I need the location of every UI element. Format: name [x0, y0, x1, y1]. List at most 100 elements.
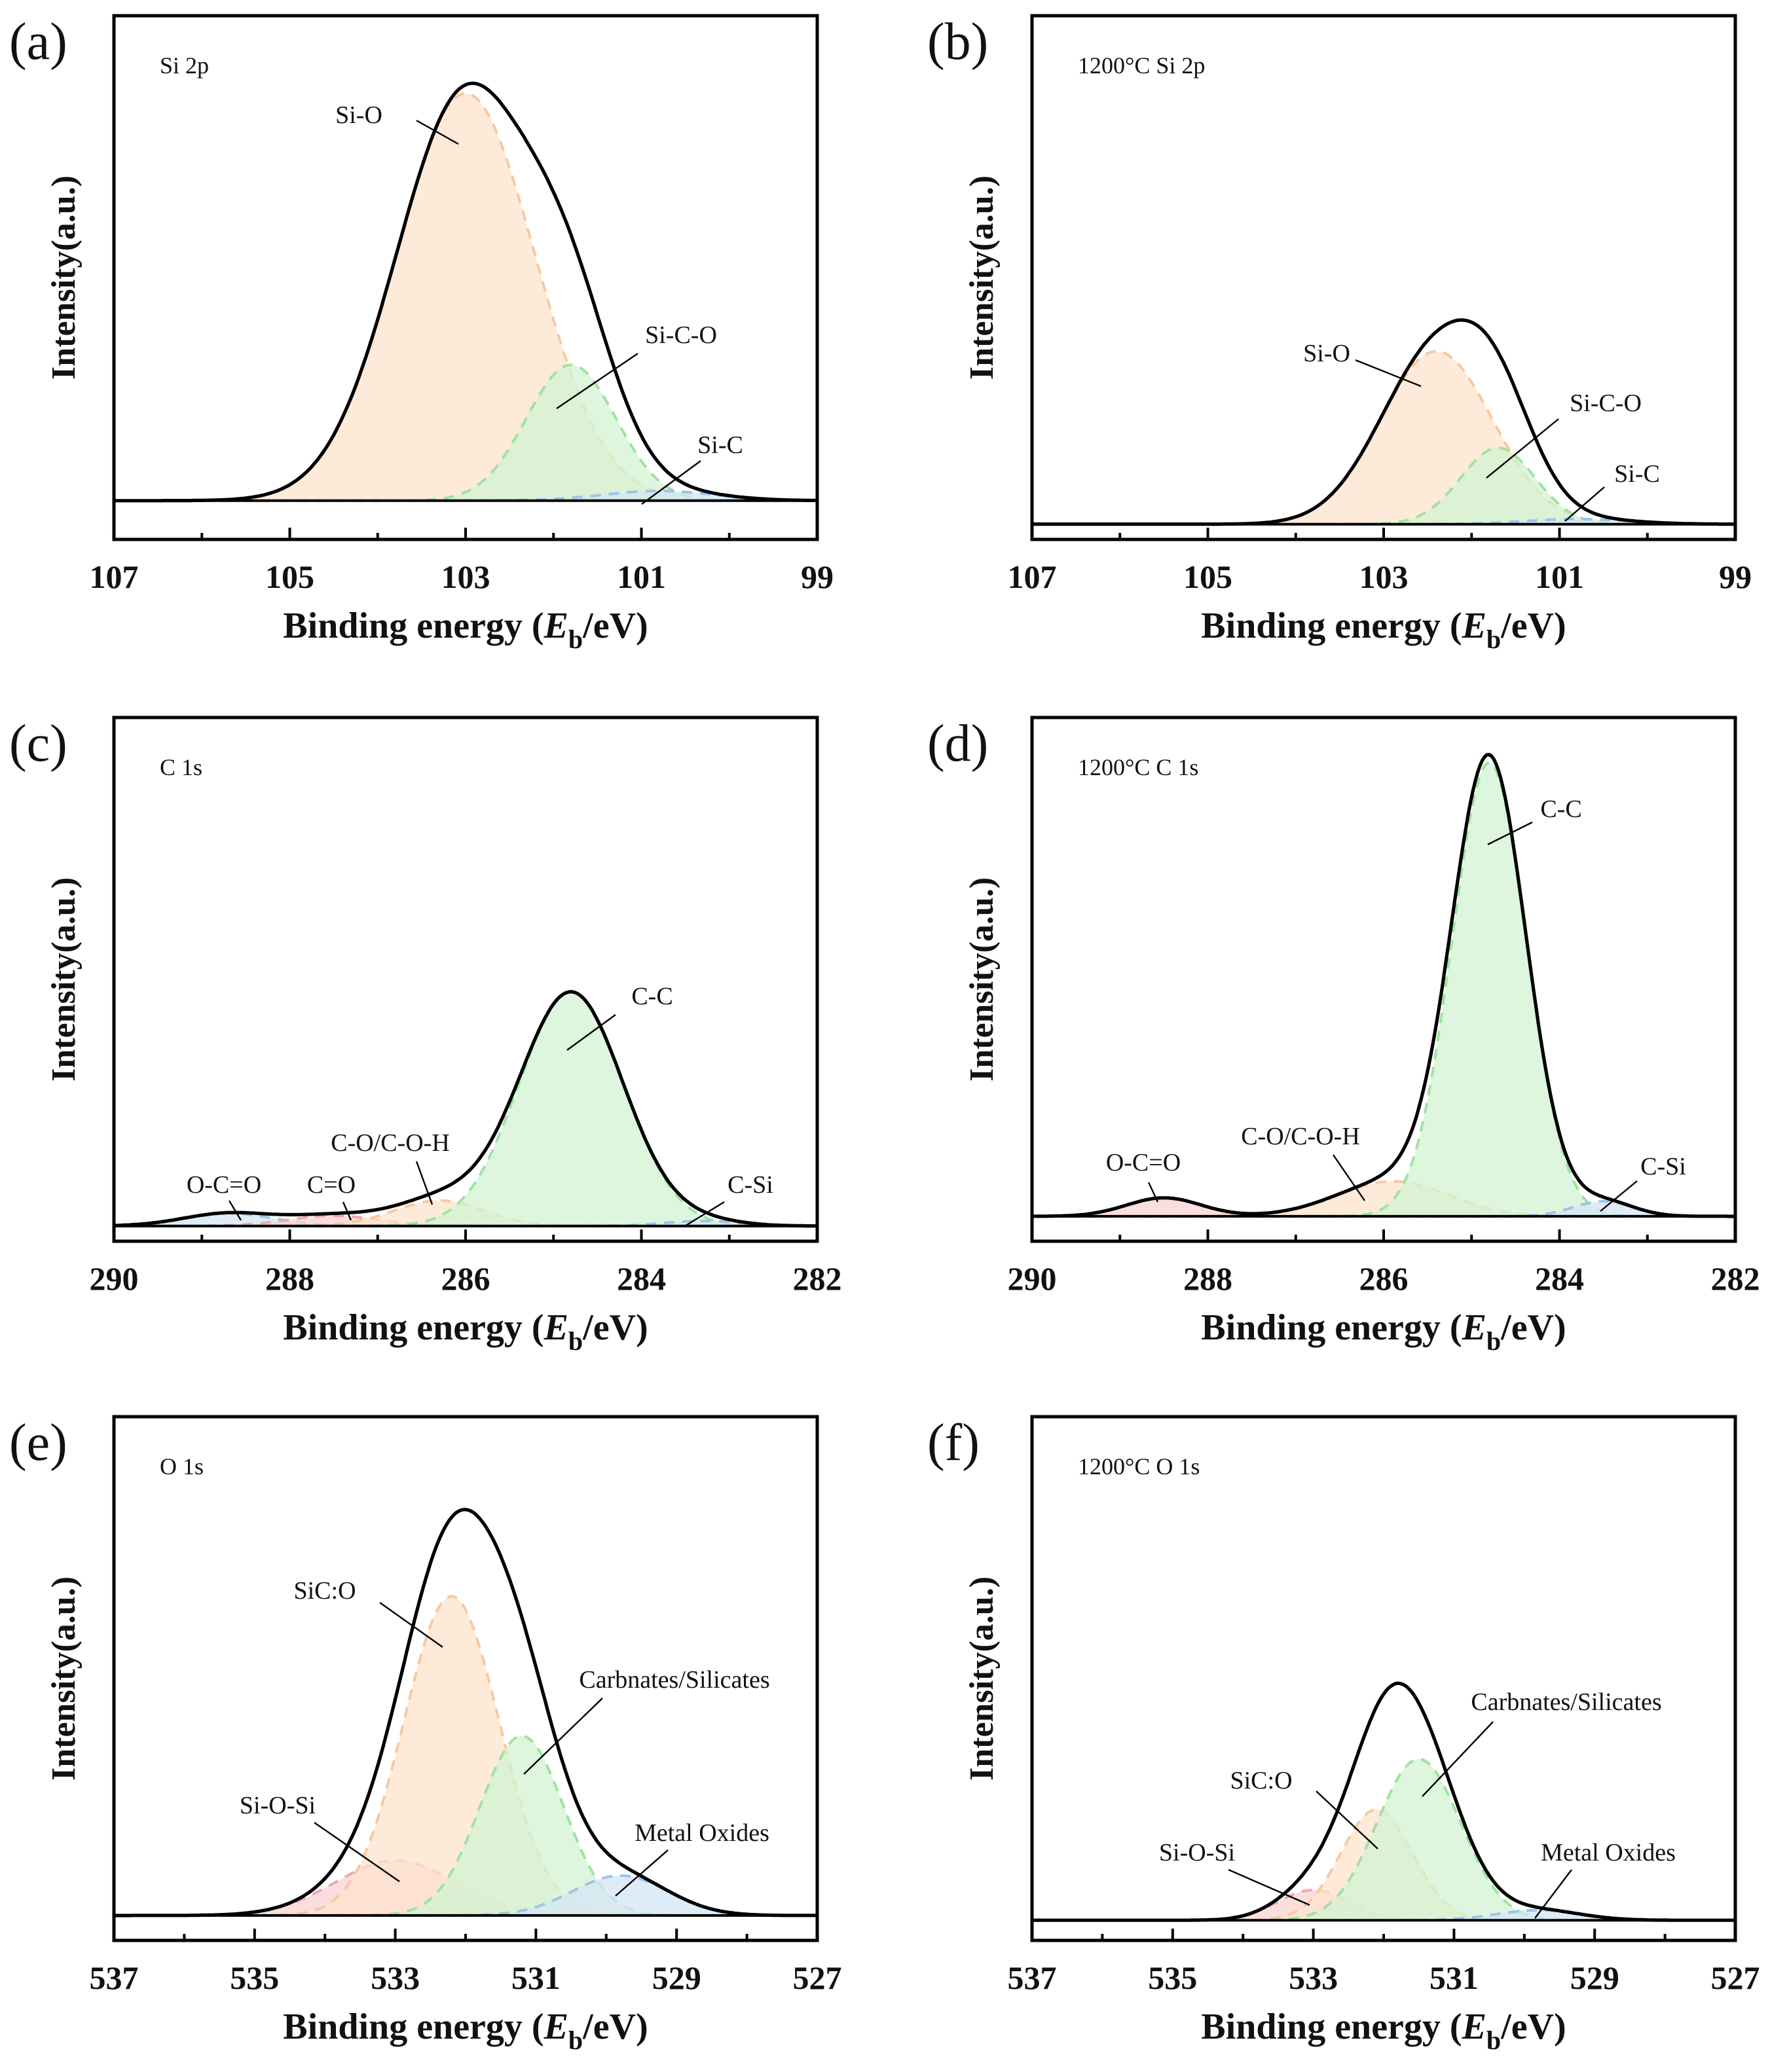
peak-annotation: Metal Oxides — [635, 1819, 769, 1847]
x-tick-label: 99 — [801, 558, 834, 595]
x-tick-label: 533 — [371, 1959, 420, 1996]
panel-label: (a) — [9, 13, 67, 71]
component-fill-2 — [114, 491, 817, 501]
x-label-symbol: E — [1462, 1307, 1486, 1348]
panel-title: 1200°C Si 2p — [1078, 52, 1205, 79]
panel-label: (d) — [927, 715, 988, 772]
x-tick-label: 529 — [1570, 1959, 1619, 1996]
peak-annotation: Si-O-Si — [240, 1792, 316, 1819]
x-tick-label: 537 — [1008, 1959, 1057, 1996]
x-label-text: Binding energy ( — [1201, 606, 1462, 646]
annotation-leader — [314, 1822, 400, 1882]
component-fill-0 — [1032, 1197, 1735, 1216]
panel-b: 107 105 103 101 99 Binding energy (Eb/eV) Inte… — [927, 13, 1752, 654]
peak-annotation: C-Si — [728, 1171, 773, 1199]
component-fill-1 — [114, 1216, 817, 1226]
x-tick-label: 527 — [793, 1959, 842, 1996]
component-curve-2 — [1032, 761, 1735, 1218]
x-tick-label: 535 — [230, 1959, 279, 1996]
annotation-leader — [1422, 1721, 1494, 1797]
x-label-symbol: E — [544, 1307, 568, 1348]
annotation-leader — [1600, 1180, 1638, 1212]
peak-annotation: C-Si — [1640, 1153, 1686, 1180]
component-fill-0 — [114, 93, 817, 501]
annotation-leader — [566, 1014, 616, 1051]
y-axis-label: Intensity(a.u.) — [963, 1576, 1001, 1781]
component-fill-0 — [1032, 351, 1735, 524]
peak-annotation: SiC:O — [1230, 1767, 1292, 1794]
envelope-curve — [1032, 318, 1735, 526]
panel-c: 290 288 286 284 282 Binding energy (Eb/eV) Int… — [9, 715, 842, 1356]
x-tick-label: 290 — [90, 1260, 139, 1297]
x-tick-label: 105 — [265, 558, 314, 595]
annotation-leader — [416, 119, 459, 145]
x-label-subscript: b — [1486, 625, 1501, 654]
peak-annotation: Si-C-O — [645, 321, 717, 349]
panel-e: 537 535 533 531 529 527 Binding energy (Eb/eV)… — [9, 1414, 842, 2055]
annotation-leader — [379, 1602, 443, 1648]
x-tick-label: 290 — [1008, 1260, 1057, 1297]
x-label-unit: /eV) — [582, 606, 648, 646]
panel-f: 537 535 533 531 529 527 Binding energy (Eb/eV)… — [927, 1414, 1760, 2055]
annotation-leader — [228, 1200, 242, 1221]
panel-d: 290 288 286 284 282 Binding energy (Eb/eV) Int… — [927, 715, 1760, 1356]
panel-title: O 1s — [160, 1453, 204, 1480]
x-tick-label: 286 — [441, 1260, 490, 1297]
x-label-subscript: b — [568, 625, 583, 654]
peak-annotation: C=O — [307, 1171, 356, 1199]
component-fill-2 — [1032, 762, 1735, 1216]
annotation-leader — [1333, 1154, 1365, 1201]
x-axis-label: Binding energy (Eb/eV) — [1201, 606, 1566, 654]
component-fill-2 — [114, 1736, 817, 1916]
x-tick-label: 286 — [1359, 1260, 1409, 1297]
x-tick-label: 101 — [1535, 558, 1584, 595]
annotation-leader — [1534, 1869, 1572, 1919]
y-axis-label: Intensity(a.u.) — [963, 877, 1001, 1081]
annotation-leader — [1564, 486, 1605, 522]
panel-label: (b) — [927, 13, 988, 71]
x-label-subscript: b — [568, 1326, 583, 1356]
x-tick-label: 103 — [1359, 558, 1409, 595]
x-label-subscript: b — [1486, 1326, 1501, 1356]
x-axis-label: Binding energy (Eb/eV) — [283, 1307, 648, 1356]
x-axis-label: Binding energy (Eb/eV) — [1201, 2007, 1566, 2055]
y-axis-label: Intensity(a.u.) — [963, 175, 1001, 380]
component-fill-1 — [1032, 1181, 1735, 1216]
x-label-subscript: b — [568, 2026, 583, 2055]
x-tick-label: 282 — [793, 1260, 842, 1297]
x-tick-label: 107 — [90, 558, 139, 595]
peak-annotation: SiC:O — [293, 1577, 356, 1605]
x-axis-label: Binding energy (Eb/eV) — [283, 2007, 648, 2055]
annotation-leader — [415, 1161, 433, 1205]
panel-title: C 1s — [160, 754, 202, 780]
x-tick-label: 537 — [90, 1959, 139, 1996]
annotation-leader — [1147, 1182, 1159, 1203]
annotation-leader — [1487, 821, 1533, 846]
panel-label: (e) — [9, 1414, 67, 1472]
x-label-unit: /eV) — [582, 1307, 648, 1348]
component-fill-1 — [114, 1596, 817, 1916]
x-label-symbol: E — [544, 2007, 568, 2047]
peak-annotation: Carbnates/Silicates — [1471, 1688, 1661, 1716]
annotation-leader — [1316, 1790, 1378, 1849]
envelope-curve — [1032, 752, 1735, 1218]
x-tick-label: 533 — [1289, 1959, 1338, 1996]
x-tick-label: 531 — [1429, 1959, 1479, 1996]
component-fill-3 — [1032, 1910, 1735, 1921]
peak-annotation: O-C=O — [1106, 1149, 1181, 1176]
plot-frame — [112, 716, 819, 1243]
x-label-text: Binding energy ( — [1201, 2007, 1462, 2047]
x-tick-label: 529 — [652, 1959, 701, 1996]
peak-annotation: Si-O — [335, 101, 382, 129]
annotation-leader — [556, 353, 638, 409]
envelope-curve — [114, 81, 817, 503]
peak-annotation: Si-O — [1303, 340, 1350, 367]
x-label-text: Binding energy ( — [283, 1307, 544, 1348]
peak-annotation: C-O/C-O-H — [1241, 1123, 1360, 1150]
x-tick-label: 99 — [1719, 558, 1752, 595]
x-label-text: Binding energy ( — [283, 606, 544, 646]
envelope-curve — [114, 1508, 817, 1918]
y-axis-label: Intensity(a.u.) — [45, 877, 83, 1081]
component-fill-3 — [114, 992, 817, 1226]
